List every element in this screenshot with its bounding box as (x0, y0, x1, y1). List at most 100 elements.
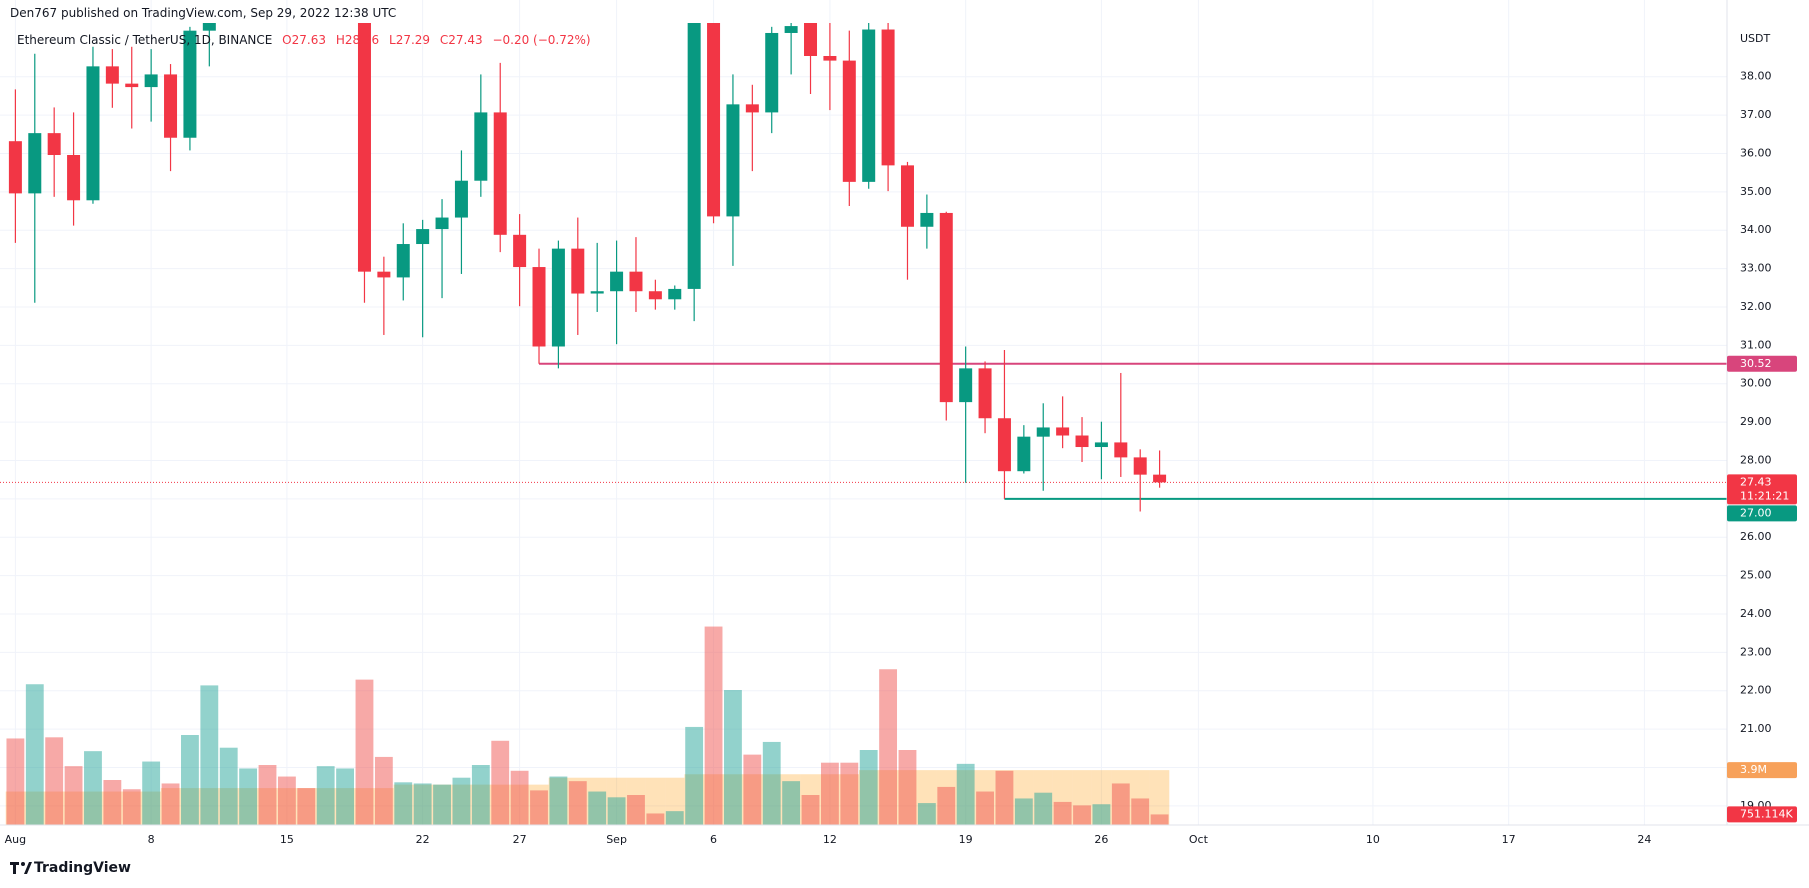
volume-bar (491, 740, 510, 825)
candle-body (648, 291, 662, 300)
x-tick-label: 17 (1502, 833, 1516, 846)
volume-bar (239, 768, 258, 825)
candle-body (1133, 457, 1147, 475)
level-label: 27.00 (1740, 506, 1772, 519)
candle-body (784, 26, 798, 33)
volume-bar (995, 770, 1014, 825)
candle-body (765, 32, 779, 113)
candle-body (997, 418, 1011, 472)
volume-bar (355, 679, 374, 825)
candle-body (1114, 442, 1128, 458)
candle-body (978, 368, 992, 419)
x-tick-label: 19 (959, 833, 973, 846)
currency: USDT (1740, 32, 1771, 45)
candle-body (396, 244, 410, 278)
candle-body (28, 133, 42, 194)
volume-bar (704, 626, 723, 825)
volume-bar (161, 783, 180, 825)
x-tick-label: 24 (1637, 833, 1651, 846)
x-tick-label: 8 (148, 833, 155, 846)
y-tick-label: 38.00 (1740, 70, 1772, 83)
volume-bar (413, 783, 432, 825)
last-price-label: 27.43 (1740, 475, 1772, 488)
volume-bar (898, 750, 917, 825)
y-tick-label: 28.00 (1740, 453, 1772, 466)
y-tick-label: 22.00 (1740, 684, 1772, 697)
legend-close: C27.43 (439, 33, 483, 47)
candle-body (86, 66, 100, 201)
y-tick-label: 34.00 (1740, 223, 1772, 236)
candle-body (435, 217, 449, 230)
volume-bar (530, 790, 548, 825)
volume-bar (646, 813, 665, 825)
candle-body (745, 104, 759, 113)
volume-bar (820, 762, 839, 825)
volume-bar (122, 789, 141, 825)
y-tick-label: 35.00 (1740, 185, 1772, 198)
volume-bar (1092, 804, 1111, 825)
volume-bar (219, 747, 238, 825)
level-label: 30.52 (1740, 357, 1772, 370)
candle-body (67, 155, 81, 201)
candle-body (1017, 436, 1031, 472)
last-price-box (1727, 474, 1797, 505)
y-tick-label: 23.00 (1740, 645, 1772, 658)
volume-bar (471, 765, 490, 825)
y-tick-label: 33.00 (1740, 262, 1772, 275)
candle-body (416, 229, 430, 245)
candle-body (1075, 435, 1089, 448)
volume-label: 751.114K (1740, 807, 1793, 820)
y-tick-label: 36.00 (1740, 146, 1772, 159)
candle-body (900, 165, 914, 227)
plot-area (0, 23, 1727, 825)
volume-bar (200, 685, 219, 825)
volume-bar (1053, 801, 1072, 825)
volume-bar (510, 770, 529, 825)
volume-bar (142, 761, 161, 825)
volume-bar (1111, 783, 1130, 825)
candle-body (183, 30, 197, 138)
candle-body (493, 112, 507, 235)
y-tick-label: 25.00 (1740, 569, 1772, 582)
volume-bar (1131, 798, 1150, 825)
candle-body (881, 29, 895, 166)
volume-bar (743, 754, 762, 825)
publisher-note: Den767 published on TradingView.com, Sep… (10, 6, 397, 20)
candle-body (8, 141, 22, 194)
candle-body (610, 271, 624, 292)
legend-high: H28.26 (335, 33, 380, 47)
brand-logo (10, 862, 32, 874)
candle-body (571, 248, 585, 294)
volume-bar (1073, 805, 1091, 825)
candle-body (707, 23, 721, 217)
volume-bar (665, 811, 684, 825)
candle-body (629, 271, 643, 292)
volume-bar (25, 684, 44, 825)
y-tick-label: 24.00 (1740, 607, 1772, 620)
x-tick-label: 12 (823, 833, 837, 846)
volume-bar (879, 669, 898, 825)
volume-bar (588, 791, 607, 825)
x-tick-label: Oct (1189, 833, 1209, 846)
x-tick-label: 15 (280, 833, 294, 846)
volume-bar (258, 765, 277, 825)
y-tick-label: 26.00 (1740, 530, 1772, 543)
legend-change: −0.20 (−0.72%) (492, 33, 591, 47)
candle-body (687, 23, 701, 289)
y-tick-label: 31.00 (1740, 338, 1772, 351)
level-label-box (1727, 355, 1797, 372)
candle-body (939, 212, 953, 403)
level-label-box (1727, 505, 1797, 522)
x-tick-label: Aug (5, 833, 26, 846)
candle-body (862, 29, 876, 182)
candle-body (377, 271, 391, 278)
volume-bar (956, 763, 975, 825)
volume-bar (917, 803, 936, 825)
volume-bar (297, 788, 316, 825)
volume-bar (607, 797, 626, 825)
candle-body (474, 112, 488, 181)
y-tick-label: 21.00 (1740, 722, 1772, 735)
candle-body (202, 23, 216, 31)
candle-body (1056, 427, 1070, 436)
